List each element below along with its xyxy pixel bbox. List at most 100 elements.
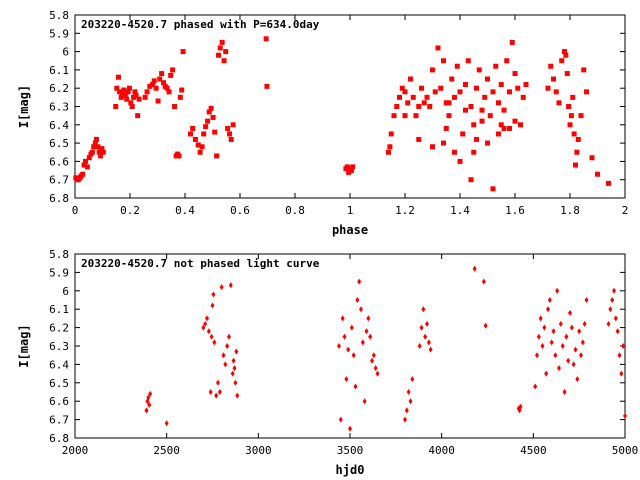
- data-point: [113, 104, 119, 109]
- data-point: [443, 125, 449, 131]
- phased-x-tick-label: 1: [347, 204, 354, 217]
- data-point: [512, 118, 518, 124]
- data-point: [100, 149, 106, 155]
- data-point: [170, 67, 176, 73]
- data-point: [153, 85, 159, 91]
- data-point: [188, 131, 193, 137]
- data-point: [230, 370, 235, 377]
- data-point: [518, 122, 523, 128]
- data-point: [114, 85, 120, 91]
- data-point: [417, 343, 422, 349]
- data-point: [490, 186, 496, 192]
- phased-x-tick-label: 1.4: [450, 204, 470, 217]
- data-point: [214, 153, 220, 159]
- data-point: [195, 142, 201, 148]
- data-point: [128, 100, 134, 106]
- data-point: [410, 376, 415, 383]
- data-point: [120, 91, 126, 97]
- data-point: [93, 136, 99, 142]
- data-point: [161, 80, 167, 86]
- data-point: [471, 122, 477, 128]
- data-point: [582, 320, 587, 327]
- data-point: [490, 89, 496, 95]
- data-point: [615, 328, 620, 335]
- data-point: [569, 324, 574, 331]
- data-point: [346, 169, 352, 175]
- data-point: [501, 107, 507, 113]
- data-point: [232, 365, 237, 372]
- data-point: [206, 109, 212, 115]
- data-point: [460, 131, 466, 137]
- phased-y-tick-label: 6.4: [49, 119, 69, 132]
- data-point: [542, 324, 547, 331]
- data-point: [148, 390, 153, 397]
- data-point: [577, 328, 582, 335]
- data-point: [351, 352, 356, 359]
- data-point: [199, 144, 205, 150]
- data-point: [132, 89, 138, 95]
- data-point: [219, 284, 224, 291]
- data-point: [394, 104, 400, 109]
- data-point: [346, 346, 351, 353]
- data-point: [416, 104, 422, 109]
- data-point: [452, 149, 457, 155]
- data-point: [413, 113, 419, 119]
- data-point: [416, 136, 422, 142]
- data-point: [387, 144, 393, 150]
- data-point: [405, 100, 411, 106]
- data-point: [544, 370, 549, 377]
- data-point: [562, 389, 567, 395]
- data-point: [151, 78, 157, 84]
- data-point: [589, 155, 595, 161]
- data-point: [573, 162, 578, 168]
- data-point: [574, 149, 580, 155]
- data-point: [402, 113, 408, 119]
- unphased-y-tick-label: 5.9: [49, 266, 69, 279]
- data-point: [515, 85, 521, 91]
- data-point: [364, 328, 369, 335]
- data-point: [408, 398, 413, 405]
- data-point: [468, 177, 474, 183]
- data-point: [595, 171, 600, 177]
- data-point: [623, 412, 627, 419]
- data-point: [452, 94, 457, 100]
- data-point: [217, 45, 223, 51]
- data-point: [523, 82, 529, 88]
- data-point: [619, 370, 624, 377]
- data-point: [368, 333, 373, 340]
- data-point: [481, 278, 486, 285]
- data-point: [463, 82, 468, 88]
- phased-panel: 0 0.2 0.4 0.6 0.8 1 1.2 1.4 1.6 1.8 2 5.8 5.9 6 6.1 6.2…: [17, 9, 628, 237]
- phased-y-tick-label: 6.5: [49, 137, 69, 150]
- data-point: [225, 343, 230, 349]
- data-point: [482, 94, 488, 100]
- data-point: [570, 94, 576, 100]
- data-point: [404, 407, 409, 414]
- data-point: [421, 100, 427, 106]
- data-point: [402, 89, 408, 95]
- data-point: [357, 278, 362, 285]
- data-point: [571, 131, 577, 137]
- data-point: [423, 333, 428, 340]
- data-point: [479, 107, 485, 113]
- data-point: [235, 392, 240, 399]
- phased-x-tick-label: 1.6: [505, 204, 525, 217]
- data-point: [558, 320, 563, 327]
- data-point: [172, 104, 178, 109]
- data-point: [81, 162, 87, 168]
- data-point: [212, 339, 217, 346]
- data-point: [179, 87, 185, 93]
- phased-x-tick-label: 2: [622, 204, 629, 217]
- data-point: [209, 333, 214, 340]
- data-point: [498, 82, 504, 88]
- phased-points: [73, 36, 611, 192]
- data-point: [89, 149, 95, 155]
- data-point: [493, 63, 499, 69]
- data-point: [135, 113, 141, 119]
- unphased-y-tick-label: 6.7: [49, 414, 69, 427]
- data-point: [133, 93, 139, 99]
- data-point: [203, 124, 209, 130]
- unphased-x-tick-label: 4000: [428, 444, 455, 457]
- data-point: [95, 144, 101, 150]
- data-point: [166, 89, 172, 95]
